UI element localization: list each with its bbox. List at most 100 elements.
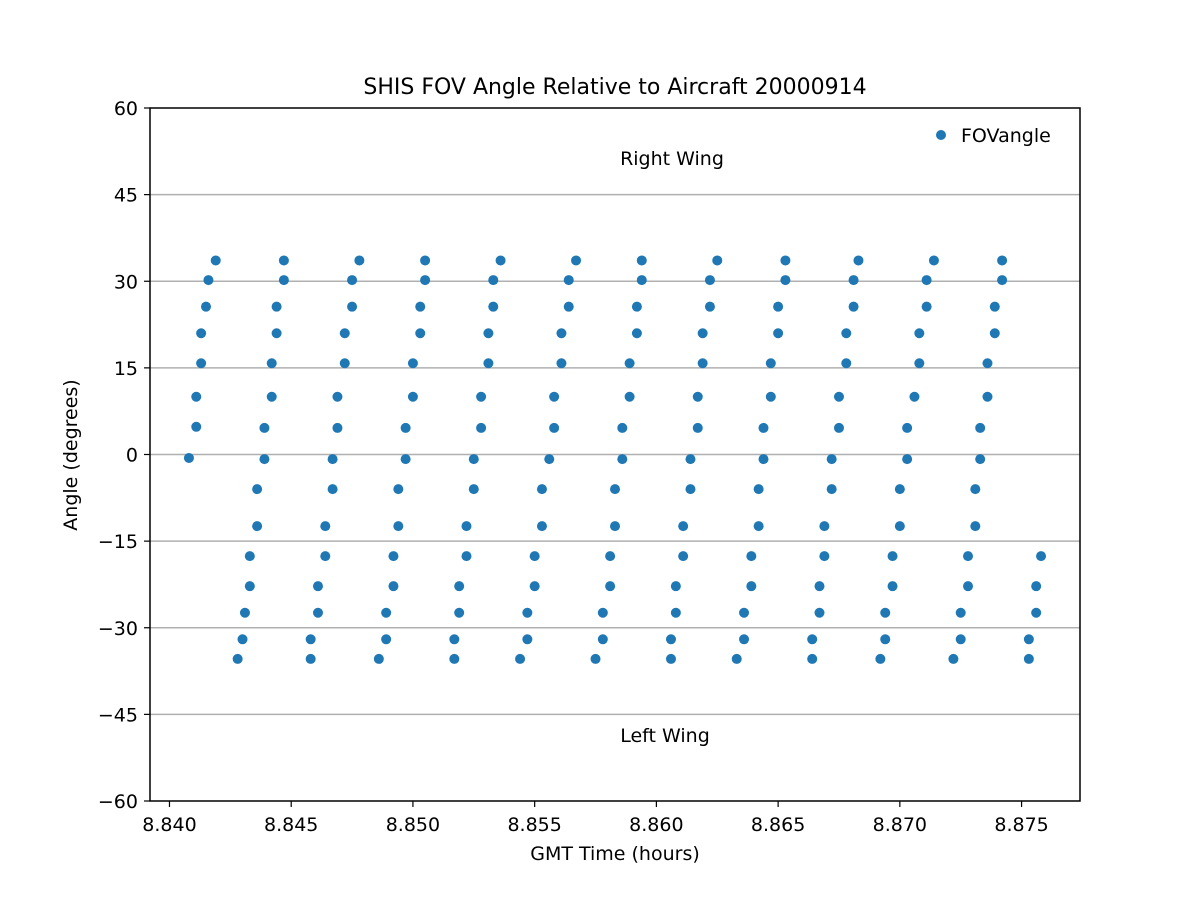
data-point — [495, 255, 506, 266]
data-point — [807, 653, 818, 664]
data-point — [381, 634, 392, 645]
data-point — [989, 328, 1000, 339]
x-tick-label: 8.855 — [507, 814, 561, 836]
data-point — [536, 521, 547, 532]
data-point — [875, 653, 886, 664]
data-point — [982, 391, 993, 402]
data-point — [989, 301, 1000, 312]
data-point — [529, 581, 540, 592]
data-point — [354, 255, 365, 266]
data-point — [819, 551, 830, 562]
chart-title: SHIS FOV Angle Relative to Aircraft 2000… — [363, 75, 866, 100]
data-point — [232, 653, 243, 664]
legend: FOVangle — [936, 125, 1051, 147]
data-point — [590, 653, 601, 664]
x-tick-label: 8.850 — [386, 814, 440, 836]
x-tick-label: 8.860 — [629, 814, 683, 836]
data-point — [704, 301, 715, 312]
data-point — [252, 484, 263, 495]
data-point — [332, 422, 343, 433]
data-point — [697, 358, 708, 369]
data-point — [617, 422, 628, 433]
data-point — [826, 454, 837, 465]
data-point — [320, 551, 331, 562]
data-point — [266, 358, 277, 369]
data-point — [191, 421, 202, 432]
data-point — [266, 391, 277, 402]
data-point — [393, 484, 404, 495]
data-point — [665, 653, 676, 664]
data-point — [685, 484, 696, 495]
data-point — [305, 653, 316, 664]
data-point — [975, 422, 986, 433]
data-point — [449, 653, 460, 664]
data-point — [765, 358, 776, 369]
data-point — [203, 275, 214, 286]
data-point — [327, 454, 338, 465]
data-point — [894, 521, 905, 532]
data-point — [624, 358, 635, 369]
y-tick-label: −45 — [98, 704, 138, 726]
data-point — [909, 391, 920, 402]
data-point — [746, 581, 757, 592]
data-point — [339, 358, 350, 369]
data-point — [339, 328, 350, 339]
data-point — [963, 581, 974, 592]
data-point — [476, 391, 487, 402]
data-point — [259, 422, 270, 433]
data-point — [327, 484, 338, 495]
data-point — [476, 422, 487, 433]
data-point — [814, 581, 825, 592]
gridlines — [150, 193, 1080, 716]
data-point — [1031, 607, 1042, 618]
data-point — [758, 454, 769, 465]
x-tick-label: 8.865 — [751, 814, 805, 836]
data-point — [955, 607, 966, 618]
data-point — [420, 255, 431, 266]
data-point — [921, 301, 932, 312]
data-point — [814, 607, 825, 618]
data-point — [449, 634, 460, 645]
data-point — [765, 391, 776, 402]
data-point — [963, 551, 974, 562]
data-point — [488, 275, 499, 286]
data-point — [373, 653, 384, 664]
data-point — [536, 484, 547, 495]
y-tick-label: 60 — [114, 98, 138, 120]
data-point — [617, 454, 628, 465]
data-point — [902, 454, 913, 465]
y-tick-label: −60 — [98, 791, 138, 813]
y-tick-label: 45 — [114, 185, 138, 207]
data-point — [807, 634, 818, 645]
data-point — [753, 521, 764, 532]
data-point — [982, 358, 993, 369]
y-axis-label: Angle (degrees) — [60, 379, 82, 530]
data-point — [563, 301, 574, 312]
data-point — [563, 275, 574, 286]
data-point — [252, 521, 263, 532]
data-point — [468, 454, 479, 465]
legend-label-fovangle: FOVangle — [961, 125, 1051, 147]
data-point — [605, 581, 616, 592]
data-point — [407, 358, 418, 369]
data-point — [853, 255, 864, 266]
data-point — [549, 422, 560, 433]
data-point — [670, 581, 681, 592]
data-point — [833, 422, 844, 433]
data-point — [271, 301, 282, 312]
data-point — [556, 358, 567, 369]
data-point — [753, 484, 764, 495]
data-point — [544, 454, 555, 465]
x-tick-label: 8.875 — [994, 814, 1048, 836]
data-point — [997, 275, 1008, 286]
data-point — [894, 484, 905, 495]
annotation-right-wing: Right Wing — [620, 148, 724, 170]
data-point — [454, 581, 465, 592]
data-point — [739, 634, 750, 645]
data-point — [605, 551, 616, 562]
data-point — [320, 521, 331, 532]
data-point — [848, 275, 859, 286]
x-axis-label: GMT Time (hours) — [530, 843, 700, 865]
data-point — [631, 301, 642, 312]
y-axis-ticks: 60 45 30 15 0 −15 −30 −45 −60 — [98, 98, 150, 813]
